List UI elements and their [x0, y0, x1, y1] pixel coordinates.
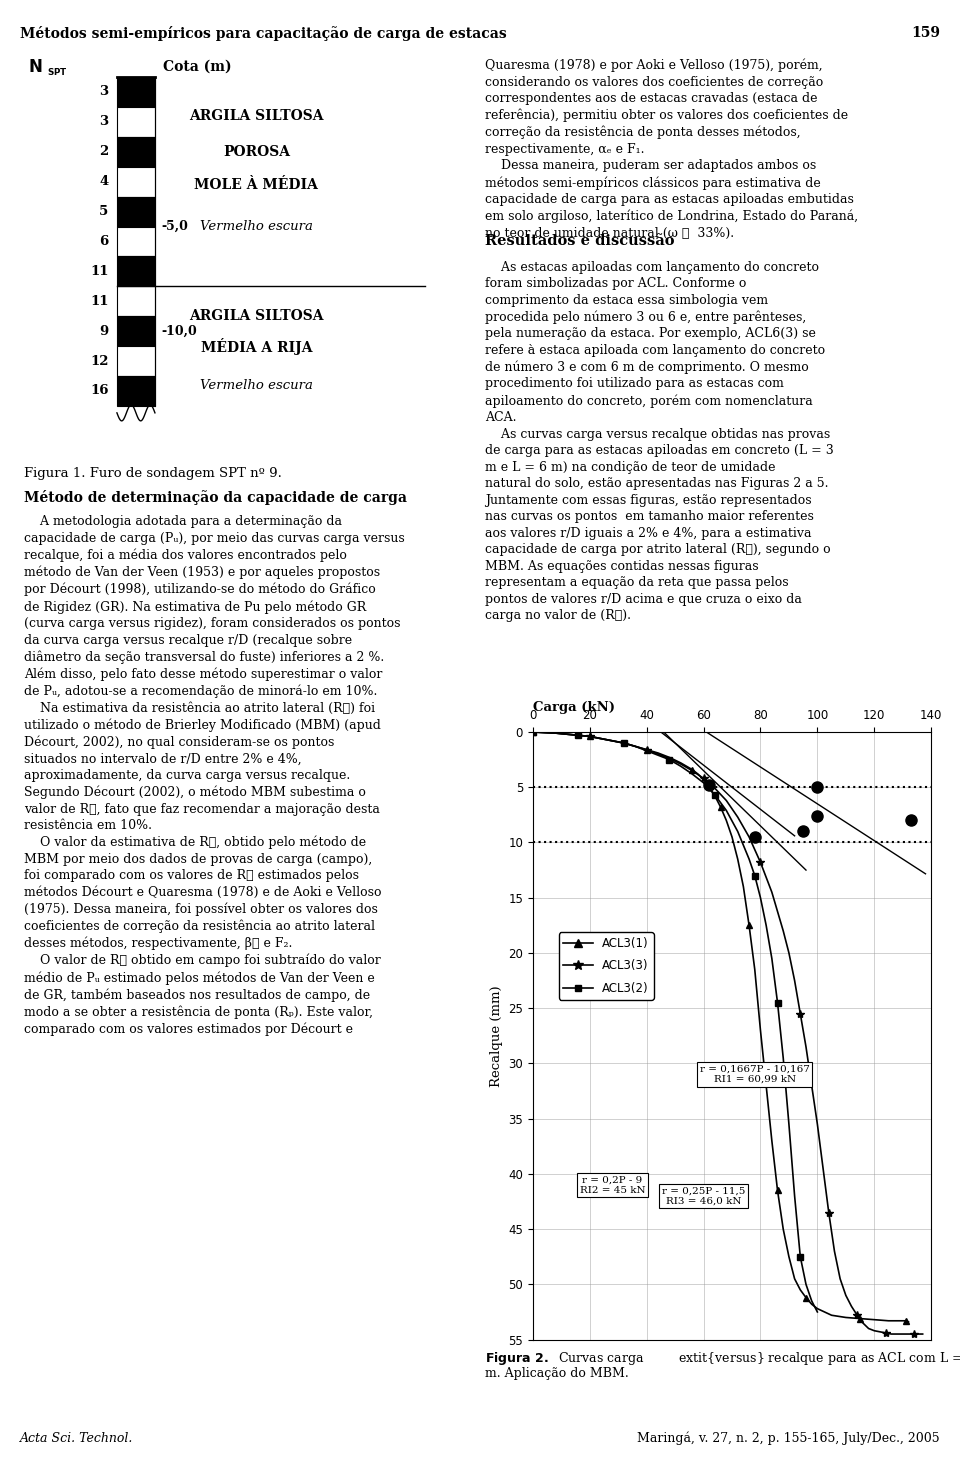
Text: Carga (kN): Carga (kN): [533, 701, 614, 714]
Text: 3: 3: [99, 85, 108, 98]
Y-axis label: Recalque (mm): Recalque (mm): [490, 985, 503, 1086]
Text: Cota (m): Cota (m): [163, 60, 232, 73]
Text: Figura 1. Furo de sondagem SPT nº 9.: Figura 1. Furo de sondagem SPT nº 9.: [24, 467, 282, 480]
Text: 2: 2: [99, 145, 108, 158]
Text: A metodologia adotada para a determinação da
capacidade de carga (Pᵤ), por meio : A metodologia adotada para a determinaçã…: [24, 515, 405, 1037]
Text: 11: 11: [90, 265, 108, 278]
Text: MÉDIA A RIJA: MÉDIA A RIJA: [201, 338, 312, 354]
Text: Resultados e discussão: Resultados e discussão: [485, 234, 674, 249]
Bar: [117, 78, 155, 107]
Text: Quaresma (1978) e por Aoki e Velloso (1975), porém,
considerando os valores dos : Quaresma (1978) e por Aoki e Velloso (19…: [485, 59, 858, 240]
Text: ARGILA SILTOSA: ARGILA SILTOSA: [189, 108, 324, 123]
Text: Acta Sci. Technol.: Acta Sci. Technol.: [20, 1432, 133, 1445]
Bar: [117, 196, 155, 227]
Text: Métodos semi-empíricos para capacitação de carga de estacas: Métodos semi-empíricos para capacitação …: [20, 26, 507, 41]
Text: MOLE À MÉDIA: MOLE À MÉDIA: [194, 177, 319, 192]
Bar: [117, 376, 155, 406]
Text: Vermelho escura: Vermelho escura: [200, 220, 313, 233]
Text: 4: 4: [99, 176, 108, 189]
Bar: [117, 107, 155, 136]
Bar: [117, 256, 155, 287]
Bar: [117, 346, 155, 376]
Text: -10,0: -10,0: [161, 325, 197, 338]
Text: -5,0: -5,0: [161, 220, 188, 233]
Text: 12: 12: [90, 354, 108, 367]
Text: m. Aplicação do MBM.: m. Aplicação do MBM.: [485, 1367, 629, 1381]
Text: 159: 159: [911, 26, 940, 41]
Text: ARGILA SILTOSA: ARGILA SILTOSA: [189, 309, 324, 324]
Bar: [117, 136, 155, 167]
Text: r = 0,1667P - 10,167
RI1 = 60,99 kN: r = 0,1667P - 10,167 RI1 = 60,99 kN: [700, 1064, 809, 1085]
Text: $\bf{Figura\ 2.}$  Curvas carga 	extit{versus} recalque para as ACL com L = 3: $\bf{Figura\ 2.}$ Curvas carga extit{ver…: [485, 1350, 960, 1367]
Text: 16: 16: [90, 385, 108, 398]
Bar: [117, 316, 155, 346]
Text: Vermelho escura: Vermelho escura: [200, 379, 313, 391]
Text: r = 0,25P - 11,5
RI3 = 46,0 kN: r = 0,25P - 11,5 RI3 = 46,0 kN: [661, 1186, 745, 1206]
Text: $\mathbf{N}$: $\mathbf{N}$: [28, 57, 42, 76]
Text: POROSA: POROSA: [223, 145, 290, 158]
Text: 11: 11: [90, 294, 108, 307]
Text: As estacas apiloadas com lançamento do concreto
foram simbolizadas por ACL. Conf: As estacas apiloadas com lançamento do c…: [485, 261, 833, 622]
Text: $\mathbf{_{SPT}}$: $\mathbf{_{SPT}}$: [47, 64, 68, 78]
Text: 9: 9: [99, 325, 108, 338]
Legend: ACL3(1), ACL3(3), ACL3(2): ACL3(1), ACL3(3), ACL3(2): [559, 933, 654, 1000]
Text: 6: 6: [99, 234, 108, 247]
Text: Método de determinação da capacidade de carga: Método de determinação da capacidade de …: [24, 490, 407, 505]
Text: 3: 3: [99, 116, 108, 129]
Text: 5: 5: [99, 205, 108, 218]
Text: Maringá, v. 27, n. 2, p. 155-165, July/Dec., 2005: Maringá, v. 27, n. 2, p. 155-165, July/D…: [637, 1432, 940, 1445]
Bar: [117, 287, 155, 316]
Bar: [117, 227, 155, 256]
Text: r = 0,2P - 9
RI2 = 45 kN: r = 0,2P - 9 RI2 = 45 kN: [580, 1176, 645, 1195]
Bar: [117, 167, 155, 196]
